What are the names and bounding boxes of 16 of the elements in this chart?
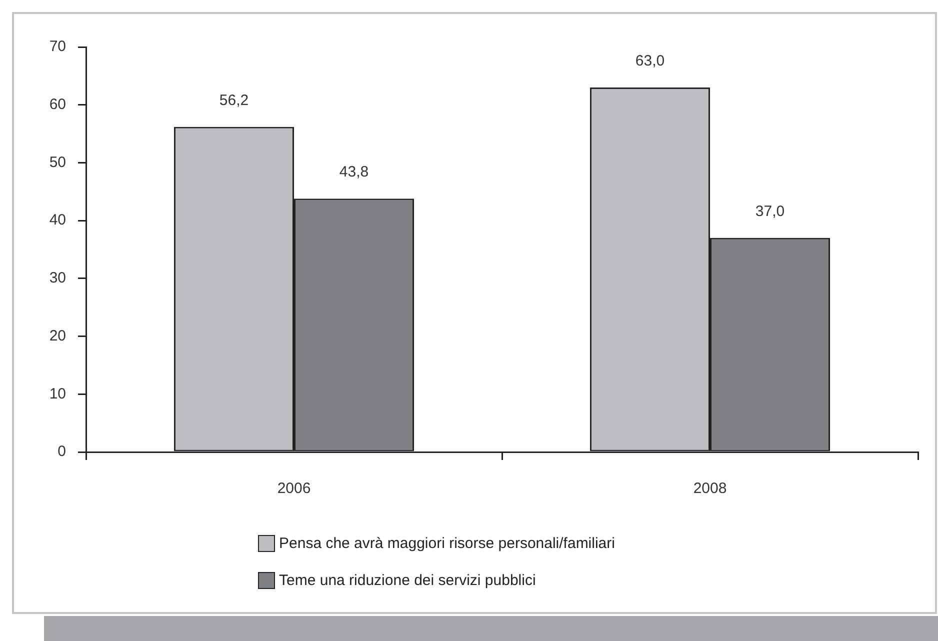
legend-label: Teme una riduzione dei servizi pubblici (279, 572, 536, 589)
data-label: 63,0 (635, 52, 665, 70)
data-label: 56,2 (219, 92, 249, 109)
x-tick-label: 2008 (693, 480, 727, 498)
y-tick-label: 70 (49, 38, 66, 56)
x-tick-label: 2006 (277, 480, 311, 498)
y-tick-label: 0 (58, 443, 66, 460)
y-tick-label: 20 (49, 327, 66, 344)
y-tick-label: 40 (49, 212, 66, 229)
legend-label: Pensa che avrà maggiori risorse personali/familiari (279, 535, 615, 552)
y-tick-label: 60 (49, 96, 66, 113)
data-label: 37,0 (755, 203, 785, 220)
y-tick-label: 50 (49, 154, 66, 171)
data-label: 43,8 (339, 164, 369, 181)
y-tick-label: 30 (49, 270, 66, 287)
y-tick-label: 10 (49, 385, 66, 402)
